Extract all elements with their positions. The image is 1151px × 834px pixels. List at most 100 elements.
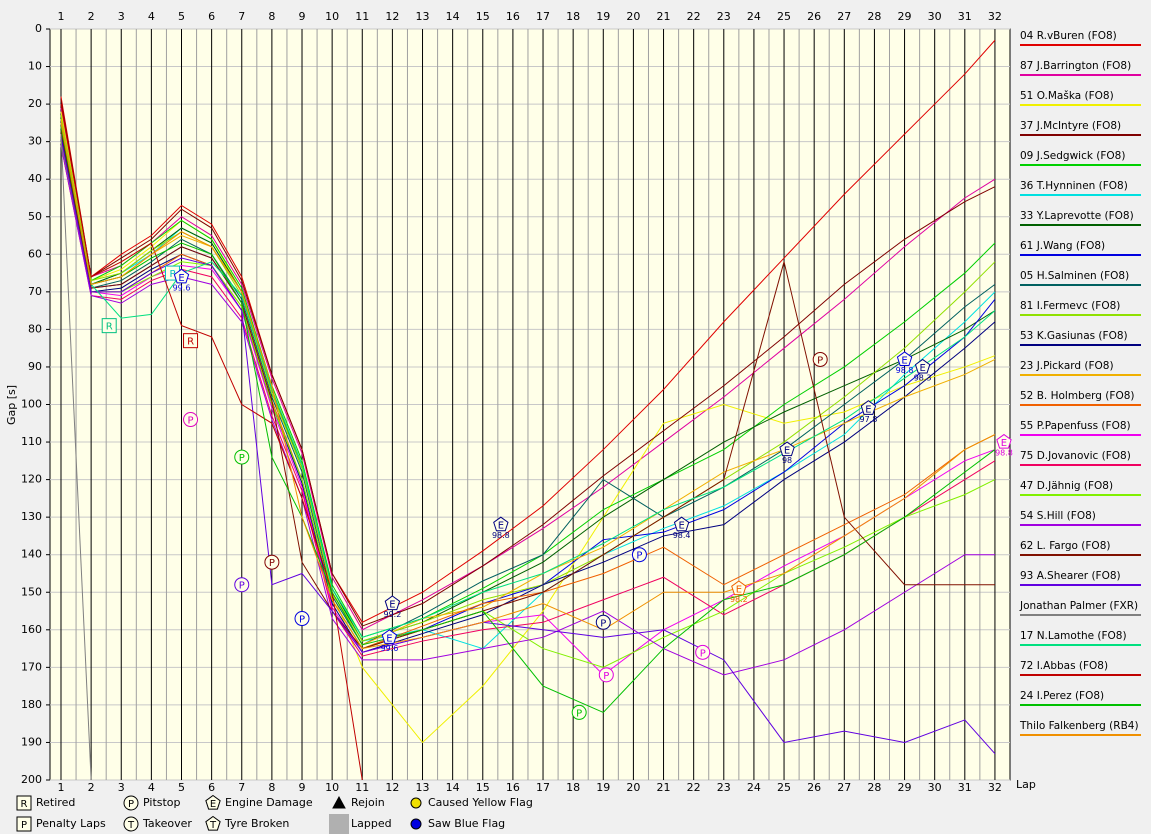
event-symbol: P bbox=[576, 708, 582, 719]
event-marker bbox=[101, 318, 117, 334]
x-tick-label: 22 bbox=[687, 781, 701, 794]
event-note: 98.8 bbox=[492, 531, 510, 540]
event-symbol: E bbox=[386, 633, 392, 644]
x-tick-label-top: 25 bbox=[777, 10, 791, 23]
x-tick-label-top: 6 bbox=[208, 10, 215, 23]
key-label: Takeover bbox=[142, 817, 192, 830]
legend-label: 93 A.Shearer (FO8) bbox=[1020, 570, 1121, 582]
event-symbol: E bbox=[389, 600, 395, 611]
event-marker bbox=[264, 554, 280, 570]
x-tick-label-top: 5 bbox=[178, 10, 185, 23]
x-tick-label: 5 bbox=[178, 781, 185, 794]
x-tick-label: 30 bbox=[928, 781, 942, 794]
x-axis-label: Lap bbox=[1016, 778, 1036, 791]
x-tick-label: 31 bbox=[958, 781, 972, 794]
x-tick-label-top: 19 bbox=[596, 10, 610, 23]
event-marker bbox=[914, 358, 931, 374]
event-marker bbox=[571, 704, 587, 720]
key-label: Pitstop bbox=[143, 796, 181, 809]
event-symbol: P bbox=[636, 551, 642, 562]
key-symbol-letter: E bbox=[210, 799, 216, 810]
legend-label: 52 B. Holmberg (FO8) bbox=[1020, 390, 1134, 402]
event-note: 98.3 bbox=[914, 373, 932, 382]
key-symbol bbox=[16, 795, 32, 811]
event-symbol: P bbox=[817, 355, 823, 366]
x-tick-label-top: 29 bbox=[898, 10, 912, 23]
event-marker bbox=[695, 644, 711, 660]
key-symbol bbox=[123, 795, 139, 811]
y-tick-label: 180 bbox=[21, 698, 42, 711]
y-tick-label: 100 bbox=[21, 398, 42, 411]
x-tick-label-top: 9 bbox=[299, 10, 306, 23]
series-line bbox=[60, 134, 92, 780]
event-symbol: E bbox=[736, 584, 742, 595]
key-symbol-letter: T bbox=[209, 820, 217, 831]
event-marker bbox=[384, 595, 401, 611]
event-note: 99.6 bbox=[380, 644, 398, 653]
event-note: 98.4 bbox=[673, 531, 691, 540]
y-tick-label: 10 bbox=[28, 60, 42, 73]
event-symbol: P bbox=[700, 648, 706, 659]
legend-label: 87 J.Barrington (FO8) bbox=[1020, 60, 1131, 72]
event-marker bbox=[896, 351, 913, 367]
event-symbol: E bbox=[784, 446, 790, 457]
x-tick-label-top: 7 bbox=[238, 10, 245, 23]
key-symbol bbox=[16, 816, 32, 832]
event-symbol: P bbox=[169, 269, 175, 280]
x-tick-label-top: 15 bbox=[476, 10, 490, 23]
key-symbol bbox=[410, 797, 422, 809]
series-line bbox=[60, 100, 996, 627]
event-note: 98.2 bbox=[730, 595, 748, 604]
series-line bbox=[60, 137, 996, 755]
key-label: Saw Blue Flag bbox=[428, 817, 505, 830]
key-symbol-letter: P bbox=[128, 799, 134, 810]
y-tick-label: 0 bbox=[35, 22, 42, 35]
event-marker bbox=[673, 516, 690, 532]
x-tick-label-top: 4 bbox=[148, 10, 155, 23]
legend-label: 72 I.Abbas (FO8) bbox=[1020, 660, 1108, 672]
event-symbol: P bbox=[603, 671, 609, 682]
x-tick-label-top: 2 bbox=[88, 10, 95, 23]
legend-label: 17 N.Lamothe (FO8) bbox=[1020, 630, 1127, 642]
x-tick-label: 26 bbox=[807, 781, 821, 794]
legend-label: 04 R.vBuren (FO8) bbox=[1020, 30, 1117, 42]
y-axis-label: Gap [s] bbox=[5, 385, 18, 425]
legend-label: Thilo Falkenberg (RB4) bbox=[1019, 720, 1139, 732]
event-symbol: P bbox=[188, 416, 194, 427]
x-tick-label: 8 bbox=[268, 781, 275, 794]
y-tick-label: 40 bbox=[28, 172, 42, 185]
y-tick-label: 170 bbox=[21, 660, 42, 673]
event-symbol: P bbox=[600, 618, 606, 629]
event-note: 98 bbox=[782, 456, 792, 465]
x-tick-label: 21 bbox=[657, 781, 671, 794]
key-label: Engine Damage bbox=[225, 796, 313, 809]
x-tick-label: 17 bbox=[536, 781, 550, 794]
key-label: Penalty Laps bbox=[36, 817, 106, 830]
event-note: 98.8 bbox=[995, 449, 1013, 458]
event-marker bbox=[812, 351, 828, 367]
x-tick-label: 32 bbox=[988, 781, 1002, 794]
x-tick-label: 23 bbox=[717, 781, 731, 794]
legend-label: 33 Y.Laprevotte (FO8) bbox=[1020, 210, 1134, 222]
series-line bbox=[60, 122, 996, 638]
x-tick-label-top: 12 bbox=[385, 10, 399, 23]
event-symbol: E bbox=[901, 355, 907, 366]
key-label: Retired bbox=[36, 796, 75, 809]
key-label: Caused Yellow Flag bbox=[428, 796, 533, 809]
key-label: Tyre Broken bbox=[224, 817, 289, 830]
x-tick-label-top: 28 bbox=[867, 10, 881, 23]
x-tick-label-top: 24 bbox=[747, 10, 761, 23]
key-label: Rejoin bbox=[351, 796, 385, 809]
y-tick-label: 50 bbox=[28, 210, 42, 223]
x-tick-label-top: 17 bbox=[536, 10, 550, 23]
x-tick-label: 11 bbox=[355, 781, 369, 794]
legend-label: 47 D.Jähnig (FO8) bbox=[1020, 480, 1113, 492]
event-marker bbox=[493, 516, 509, 532]
x-tick-label: 18 bbox=[566, 781, 580, 794]
key-symbol-letter: T bbox=[127, 820, 135, 831]
event-marker bbox=[183, 333, 199, 349]
event-symbol: E bbox=[498, 521, 504, 532]
y-tick-label: 160 bbox=[21, 623, 42, 636]
x-tick-label: 2 bbox=[88, 781, 95, 794]
